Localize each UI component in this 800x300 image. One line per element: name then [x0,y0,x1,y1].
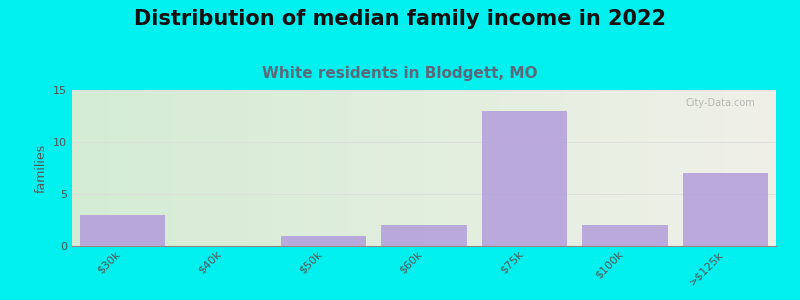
Text: White residents in Blodgett, MO: White residents in Blodgett, MO [262,66,538,81]
Bar [382,225,466,246]
Text: Distribution of median family income in 2022: Distribution of median family income in … [134,9,666,29]
Text: City-Data.com: City-Data.com [685,98,755,108]
Bar [482,111,567,246]
Bar [281,236,366,246]
Bar [683,173,769,246]
Bar [582,225,668,246]
Bar [79,215,165,246]
Y-axis label: families: families [34,143,47,193]
